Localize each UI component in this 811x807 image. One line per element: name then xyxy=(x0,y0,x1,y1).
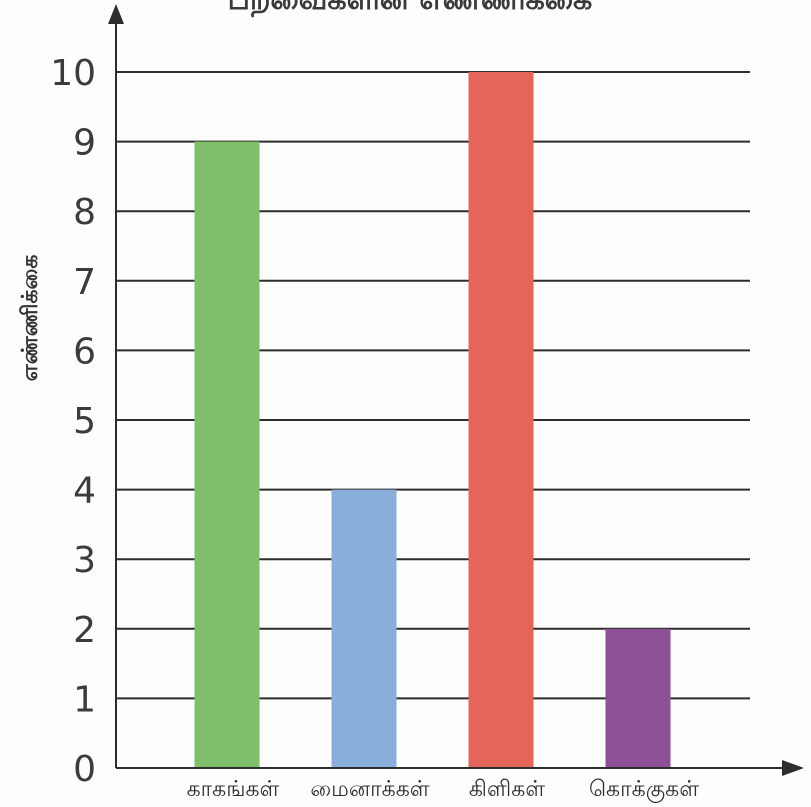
y-tick-label: 3 xyxy=(73,540,96,581)
y-axis-arrow xyxy=(108,4,124,24)
bar xyxy=(468,72,534,768)
y-tick-label: 1 xyxy=(73,679,96,720)
y-tick-label: 4 xyxy=(73,471,96,512)
bar xyxy=(605,628,671,768)
x-tick-label: கொக்குகள் xyxy=(589,777,699,803)
bar xyxy=(331,489,397,768)
y-tick-label: 5 xyxy=(73,401,96,442)
y-tick-label: 9 xyxy=(73,123,96,164)
x-axis-arrow xyxy=(782,760,804,776)
y-tick-label: 0 xyxy=(73,749,96,790)
x-tick-label: காகங்கள் xyxy=(187,777,280,802)
y-tick-label: 7 xyxy=(73,262,96,303)
y-tick-label: 8 xyxy=(73,192,96,233)
y-tick-label: 2 xyxy=(73,610,96,651)
x-tick-label: கிளிகள் xyxy=(469,777,545,802)
bar xyxy=(194,141,260,769)
y-tick-label: 10 xyxy=(50,53,96,94)
y-tick-label: 6 xyxy=(73,331,96,372)
chart-title: பறவைகளின் எண்ணிக்கை xyxy=(150,0,670,21)
x-tick-label: மைனாக்கள் xyxy=(310,777,429,802)
